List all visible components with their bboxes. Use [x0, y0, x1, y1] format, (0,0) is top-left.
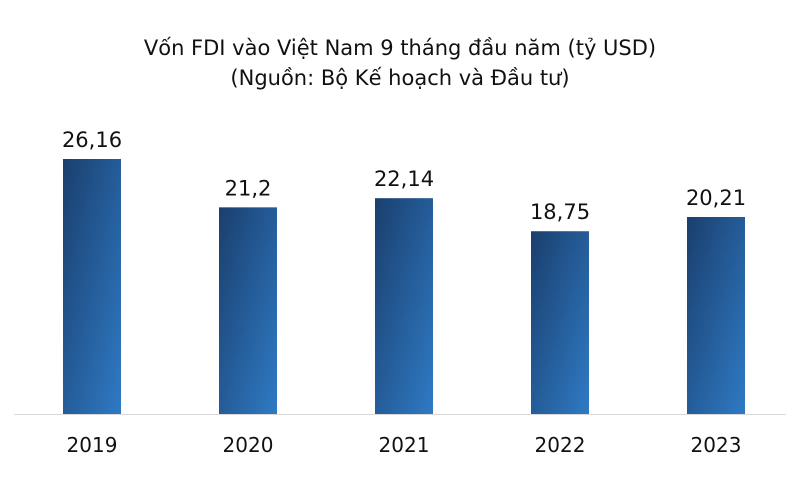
bar-2020 — [219, 207, 277, 414]
x-tick-label-2022: 2022 — [535, 433, 586, 457]
data-label-2023: 20,21 — [686, 186, 746, 210]
data-label-2021: 22,14 — [374, 167, 434, 191]
chart-subtitle: (Nguồn: Bộ Kế hoạch và Đầu tư) — [230, 66, 570, 90]
x-tick-label-2019: 2019 — [67, 433, 118, 457]
bar-2019 — [63, 159, 121, 414]
data-label-2022: 18,75 — [530, 200, 590, 224]
chart-title: Vốn FDI vào Việt Nam 9 tháng đầu năm (tỷ… — [143, 36, 657, 60]
x-tick-label-2023: 2023 — [691, 433, 742, 457]
bar-2022 — [531, 231, 589, 414]
x-tick-label-2021: 2021 — [379, 433, 430, 457]
data-label-2020: 21,2 — [225, 176, 272, 200]
bar-2023 — [687, 216, 745, 414]
x-tick-label-2020: 2020 — [223, 433, 274, 457]
data-label-2019: 26,16 — [62, 128, 122, 152]
bar-2021 — [375, 198, 433, 414]
